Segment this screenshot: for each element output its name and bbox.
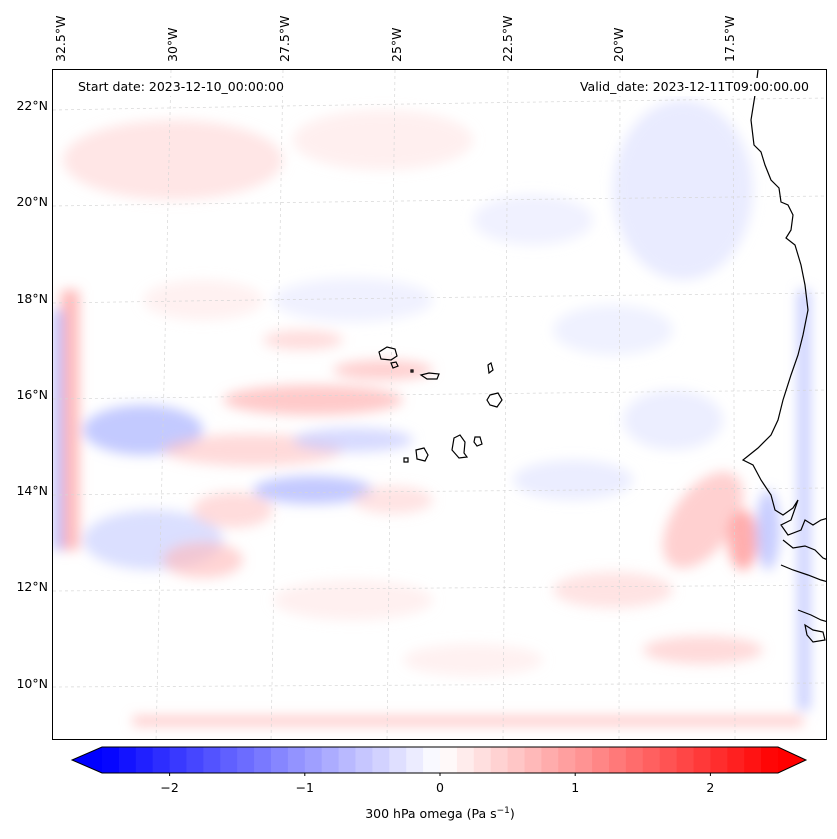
colorbar-tick-label: 0 bbox=[436, 780, 444, 795]
colorbar-segment bbox=[490, 747, 509, 773]
lon-label-32-5w: 32.5°W bbox=[53, 15, 68, 62]
lon-label-30w: 30°W bbox=[165, 27, 180, 62]
lon-label-17-5w: 17.5°W bbox=[722, 15, 737, 62]
colorbar-segment bbox=[118, 747, 137, 773]
graticule bbox=[53, 70, 826, 739]
colorbar-segment bbox=[625, 747, 644, 773]
colorbar-segment bbox=[744, 747, 762, 773]
lat-label-14n: 14°N bbox=[16, 483, 48, 498]
colorbar-segment bbox=[558, 747, 576, 773]
valid-date-label: Valid_date: 2023-12-11T09:00:00.00 bbox=[573, 78, 815, 96]
lon-label-25w: 25°W bbox=[389, 27, 404, 62]
colorbar-segment bbox=[254, 747, 272, 773]
colorbar-segment bbox=[524, 747, 542, 773]
colorbar-segment bbox=[287, 747, 306, 773]
colorbar-segment bbox=[592, 747, 610, 773]
colorbar-segment bbox=[355, 747, 373, 773]
colorbar-segment bbox=[575, 747, 593, 773]
lat-label-20n: 20°N bbox=[16, 194, 48, 209]
colorbar-tick-marks bbox=[169, 773, 711, 776]
colorbar-tick-label: 2 bbox=[706, 780, 715, 795]
colorbar-segment bbox=[507, 747, 525, 773]
colorbar-segment bbox=[321, 747, 340, 773]
colorbar-segment bbox=[271, 747, 289, 773]
lat-label-12n: 12°N bbox=[16, 579, 48, 594]
colorbar-extend-high bbox=[778, 747, 806, 773]
colorbar-segment bbox=[676, 747, 694, 773]
colorbar-segment bbox=[541, 747, 559, 773]
colorbar-segment bbox=[203, 747, 221, 773]
lat-label-18n: 18°N bbox=[16, 291, 48, 306]
lon-label-22-5w: 22.5°W bbox=[500, 15, 515, 62]
colorbar-tick-label: −1 bbox=[295, 780, 315, 795]
coastline bbox=[378, 70, 826, 643]
colorbar-segment bbox=[338, 747, 356, 773]
colorbar-segment bbox=[135, 747, 154, 773]
lat-label-22n: 22°N bbox=[16, 98, 48, 113]
colorbar-outline bbox=[70, 746, 808, 774]
map-panel bbox=[52, 69, 827, 740]
start-date-label: Start date: 2023-12-10_00:00:00 bbox=[72, 78, 290, 96]
colorbar-segment bbox=[659, 747, 678, 773]
colorbar-segment bbox=[710, 747, 728, 773]
colorbar-segment bbox=[440, 747, 458, 773]
colorbar-segment bbox=[152, 747, 171, 773]
omega-field-map bbox=[53, 70, 826, 739]
colorbar-label-text: 300 hPa omega (Pa s bbox=[365, 806, 497, 822]
colorbar-segment bbox=[102, 747, 120, 773]
colorbar-tick-label: −2 bbox=[160, 780, 179, 795]
colorbar-segment bbox=[237, 747, 255, 773]
lon-label-20w: 20°W bbox=[611, 27, 626, 62]
colorbar-tick-label: 1 bbox=[571, 780, 580, 795]
colorbar-segment bbox=[727, 747, 745, 773]
colorbar-segment bbox=[456, 747, 475, 773]
colorbar-segment bbox=[609, 747, 627, 773]
colorbar-segment bbox=[372, 747, 390, 773]
colorbar-segment bbox=[423, 747, 441, 773]
colorbar-segment bbox=[642, 747, 661, 773]
colorbar-segment bbox=[169, 747, 187, 773]
colorbar-segment bbox=[389, 747, 407, 773]
colorbar-segment bbox=[220, 747, 238, 773]
lat-label-10n: 10°N bbox=[16, 676, 48, 691]
colorbar-segments bbox=[72, 747, 806, 773]
colorbar-segment bbox=[693, 747, 711, 773]
lon-label-27-5w: 27.5°W bbox=[277, 15, 292, 62]
colorbar-segment bbox=[304, 747, 323, 773]
colorbar-segment bbox=[473, 747, 492, 773]
colorbar-segment bbox=[406, 747, 424, 773]
lat-label-16n: 16°N bbox=[16, 387, 48, 402]
omega-field bbox=[53, 100, 810, 726]
colorbar-segment bbox=[761, 747, 779, 773]
colorbar-segment bbox=[186, 747, 204, 773]
colorbar-extend-low bbox=[72, 747, 102, 773]
colorbar-label-close: ) bbox=[509, 806, 515, 822]
colorbar bbox=[70, 746, 808, 776]
colorbar-label: 300 hPa omega (Pa s−1) bbox=[0, 806, 837, 821]
colorbar-label-exponent: −1 bbox=[496, 806, 510, 816]
